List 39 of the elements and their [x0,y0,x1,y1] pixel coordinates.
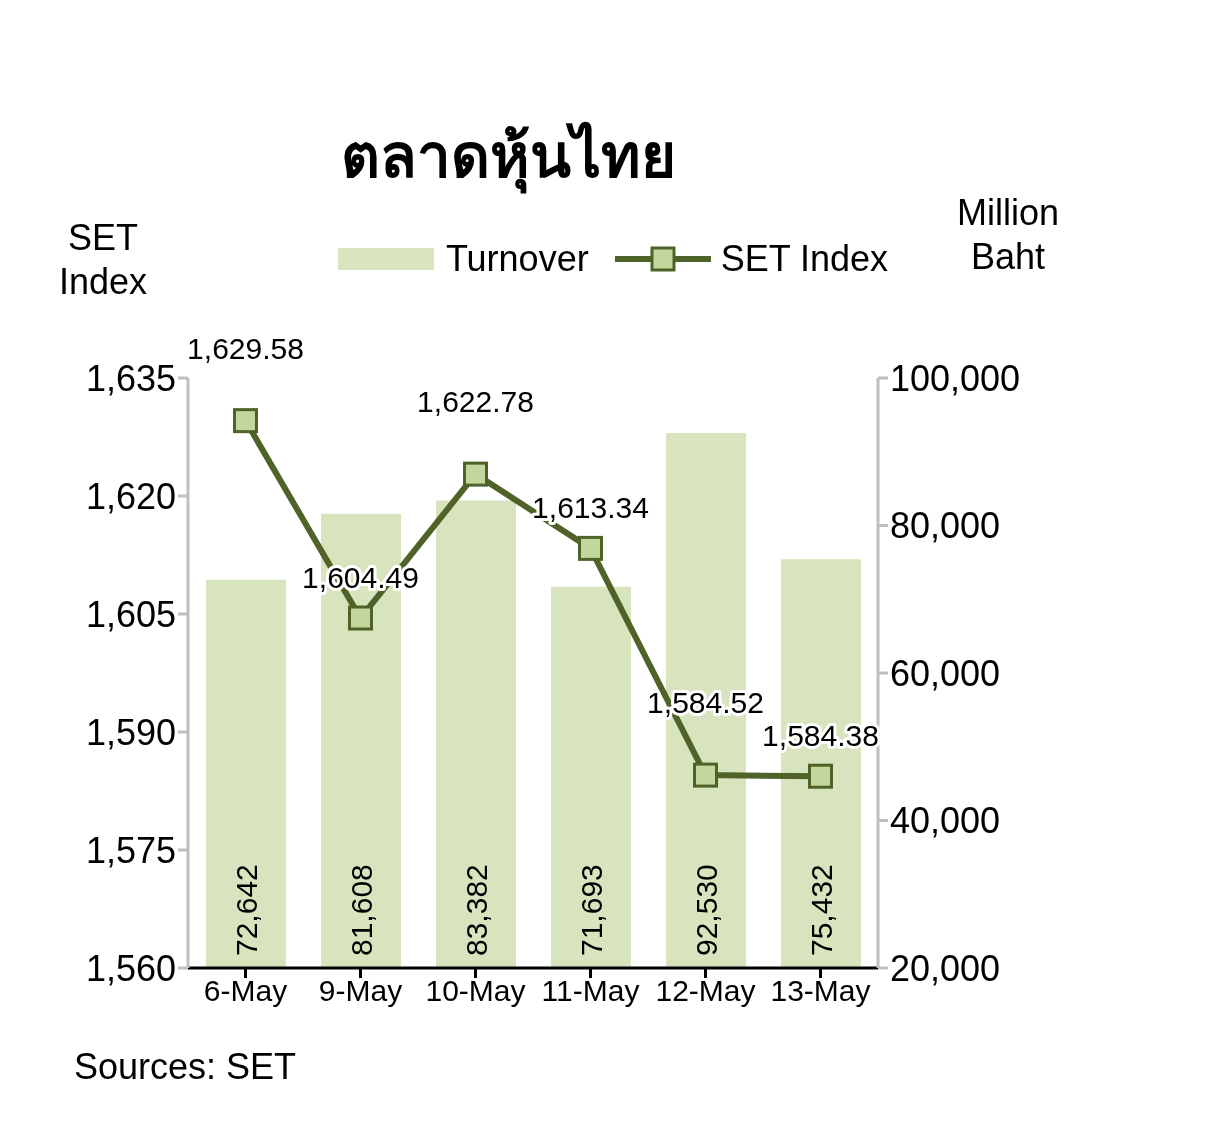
data-label: 1,622.78 [417,385,534,419]
data-label: 71,693 [574,864,608,956]
point [348,605,373,631]
x-tick-label: 10-May [425,974,526,1008]
point [808,763,833,789]
x-tick-label: 12-May [655,974,756,1008]
data-label: 72,642 [229,864,263,956]
y-axis-title: SET Index [57,216,149,304]
y-tick-label: 1,575 [85,829,176,871]
data-label: 75,432 [804,864,838,956]
point [693,762,718,788]
x-tick-label: 11-May [541,974,640,1008]
point [463,461,488,487]
data-label: 92,530 [689,864,723,956]
y2-tick-label: 20,000 [890,947,1001,989]
y2-tick-label: 40,000 [890,800,1001,842]
x-tick-label: 13-May [770,974,871,1008]
y-tick-label: 1,605 [85,593,176,635]
x-tick-label: 9-May [318,974,403,1008]
y2-axis-title: Million Baht [956,191,1060,279]
y-tick-label: 1,635 [85,357,176,399]
legend-label: Turnover [445,238,589,280]
y2-tick-label: 80,000 [890,505,1001,547]
legend-label: SET Index [720,238,889,280]
y2-tick-label: 100,000 [890,357,1021,399]
y2-tick-label: 60,000 [890,652,1001,694]
source-note: Sources: SET [74,1046,297,1088]
data-label: 1,613.34 [532,491,649,525]
point [233,408,258,434]
data-label: 83,382 [459,864,493,956]
y-tick-label: 1,620 [85,475,176,517]
data-label: 1,629.58 [187,331,304,365]
y-tick-label: 1,560 [85,947,176,989]
chart-title: ตลาดหุ้นไทย [339,120,677,196]
data-label: 81,608 [344,864,378,956]
y-tick-label: 1,590 [85,711,176,753]
x-tick-label: 6-May [203,974,288,1008]
point [578,535,603,561]
data-label: 1,584.38 [762,719,879,753]
